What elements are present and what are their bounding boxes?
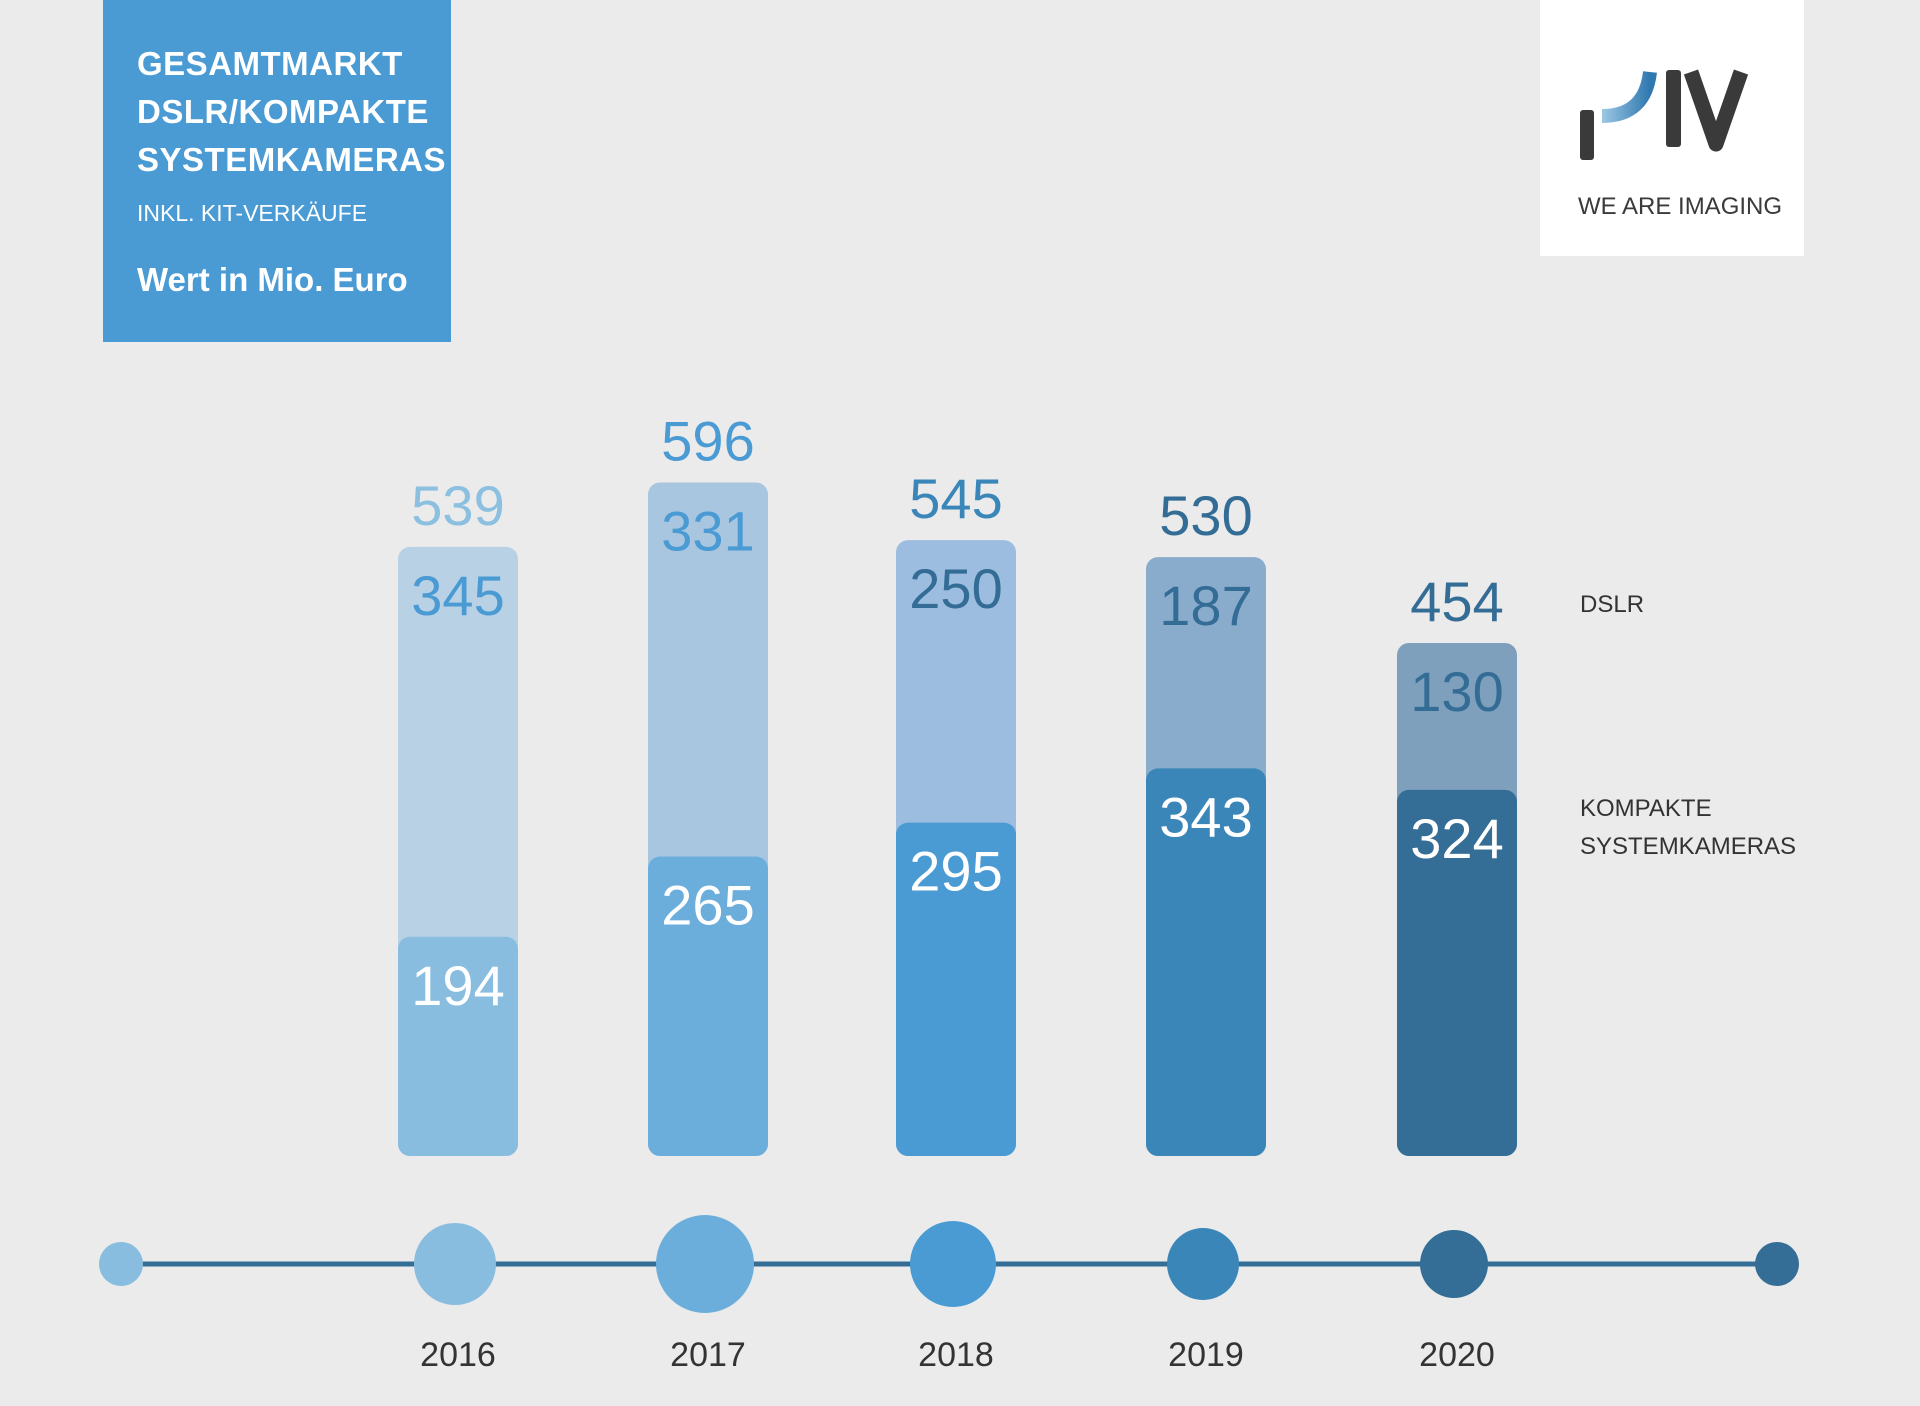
chart-title-box: GESAMTMARKT DSLR/KOMPAKTE SYSTEMKAMERAS …	[103, 0, 451, 342]
total-label-2018: 545	[909, 467, 1002, 530]
year-label-2018: 2018	[918, 1336, 994, 1374]
timeline-dot-2017	[656, 1215, 754, 1313]
bar-compact-2018	[896, 822, 1016, 1156]
dslr-label-2019: 187	[1159, 574, 1252, 637]
chart-title: GESAMTMARKT DSLR/KOMPAKTE SYSTEMKAMERAS	[137, 45, 447, 178]
timeline-dot-2019	[1167, 1228, 1239, 1300]
piv-logo-mark	[1580, 69, 1749, 160]
year-label-2017: 2017	[670, 1336, 746, 1374]
total-label-2017: 596	[661, 410, 754, 473]
compact-label-2017: 265	[661, 874, 754, 937]
total-label-2020: 454	[1410, 570, 1503, 633]
dslr-label-2018: 250	[909, 557, 1002, 620]
timeline-dot-2018	[910, 1221, 996, 1307]
piv-logo: WE ARE IMAGING	[1540, 0, 1804, 256]
dslr-label-2020: 130	[1410, 660, 1503, 723]
total-label-2019: 530	[1159, 484, 1252, 547]
compact-label-2020: 324	[1410, 807, 1503, 870]
dslr-label-2016: 345	[411, 564, 504, 627]
bar-compact-2019	[1146, 768, 1266, 1156]
year-label-2020: 2020	[1419, 1336, 1495, 1374]
bar-compact-2020	[1397, 789, 1517, 1156]
dslr-label-2017: 331	[661, 500, 754, 563]
bar-compact-2016	[398, 936, 518, 1156]
timeline-dot-2020	[1420, 1230, 1488, 1298]
chart-subtitle: INKL. KIT-VERKÄUFE	[137, 200, 368, 226]
timeline-end-dot	[1755, 1242, 1799, 1286]
total-label-2016: 539	[411, 474, 504, 537]
compact-label-2016: 194	[411, 954, 504, 1017]
bar-compact-2017	[648, 856, 768, 1156]
compact-label-2018: 295	[909, 840, 1002, 903]
timeline-dot-2016	[414, 1223, 496, 1305]
year-label-2019: 2019	[1168, 1336, 1244, 1374]
legend-compact: KOMPAKTE SYSTEMKAMERAS	[1580, 795, 1797, 860]
legend-dslr: DSLR	[1580, 591, 1645, 618]
compact-label-2019: 343	[1159, 785, 1252, 848]
timeline-start-dot	[99, 1242, 143, 1286]
logo-tagline: WE ARE IMAGING	[1578, 193, 1783, 220]
chart-unit: Wert in Mio. Euro	[137, 261, 408, 298]
year-label-2016: 2016	[420, 1336, 496, 1374]
